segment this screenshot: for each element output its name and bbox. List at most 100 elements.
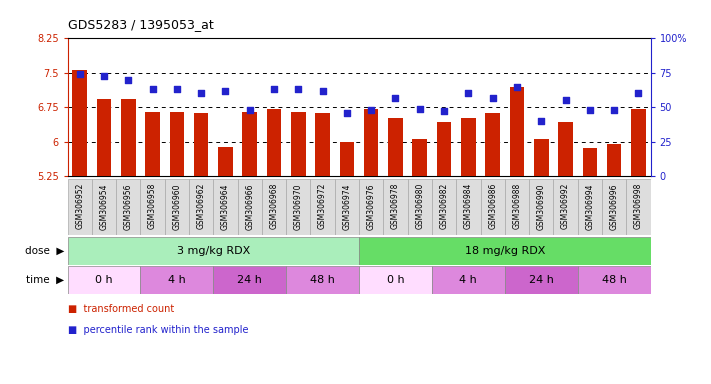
Text: dose  ▶: dose ▶	[25, 246, 64, 256]
Bar	[412, 139, 427, 176]
Bar	[189, 179, 213, 235]
Bar	[359, 237, 651, 265]
Text: 4 h: 4 h	[459, 275, 477, 285]
Bar	[262, 179, 286, 235]
Text: GSM306982: GSM306982	[439, 183, 449, 229]
Bar	[116, 179, 141, 235]
Text: 18 mg/kg RDX: 18 mg/kg RDX	[464, 246, 545, 256]
Point	[633, 90, 644, 96]
Bar	[237, 179, 262, 235]
Text: 48 h: 48 h	[310, 275, 335, 285]
Text: GSM306962: GSM306962	[197, 183, 205, 230]
Bar	[388, 118, 402, 176]
Bar	[432, 179, 456, 235]
Point	[535, 118, 547, 124]
Bar	[407, 179, 432, 235]
Bar	[456, 179, 481, 235]
Point	[609, 107, 620, 113]
Text: GSM306958: GSM306958	[148, 183, 157, 230]
Text: GSM306954: GSM306954	[100, 183, 109, 230]
Point	[74, 71, 85, 77]
Point	[98, 73, 109, 79]
Text: GSM306978: GSM306978	[391, 183, 400, 230]
Bar	[286, 266, 359, 294]
Text: GSM306972: GSM306972	[318, 183, 327, 230]
Point	[220, 88, 231, 94]
Text: GSM306984: GSM306984	[464, 183, 473, 230]
Point	[463, 90, 474, 96]
Text: GSM306980: GSM306980	[415, 183, 424, 230]
Bar	[141, 266, 213, 294]
Bar	[316, 113, 330, 176]
Bar	[510, 86, 524, 176]
Text: GSM306988: GSM306988	[513, 183, 521, 229]
Bar	[121, 99, 136, 176]
Bar	[165, 179, 189, 235]
Bar	[364, 109, 378, 176]
Bar	[359, 266, 432, 294]
Bar	[578, 266, 651, 294]
Text: 3 mg/kg RDX: 3 mg/kg RDX	[176, 246, 250, 256]
Bar	[383, 179, 407, 235]
Text: 4 h: 4 h	[168, 275, 186, 285]
Text: GSM306952: GSM306952	[75, 183, 84, 230]
Bar	[286, 179, 311, 235]
Bar	[170, 112, 184, 176]
Text: time  ▶: time ▶	[26, 275, 64, 285]
Point	[390, 94, 401, 101]
Point	[196, 90, 207, 96]
Bar	[92, 179, 116, 235]
Bar	[481, 179, 505, 235]
Bar	[461, 118, 476, 176]
Text: 0 h: 0 h	[387, 275, 405, 285]
Bar	[505, 179, 529, 235]
Bar	[97, 99, 111, 176]
Bar	[141, 179, 165, 235]
Bar	[213, 266, 286, 294]
Bar	[335, 179, 359, 235]
Text: GSM306986: GSM306986	[488, 183, 497, 230]
Point	[584, 107, 596, 113]
Bar	[340, 142, 354, 176]
Bar	[631, 109, 646, 176]
Text: 48 h: 48 h	[602, 275, 626, 285]
Bar	[68, 179, 92, 235]
Point	[293, 86, 304, 92]
Point	[317, 88, 328, 94]
Text: GDS5283 / 1395053_at: GDS5283 / 1395053_at	[68, 18, 213, 31]
Bar	[607, 144, 621, 176]
Text: GSM306990: GSM306990	[537, 183, 546, 230]
Point	[560, 97, 571, 103]
Text: GSM306964: GSM306964	[221, 183, 230, 230]
Text: GSM306996: GSM306996	[609, 183, 619, 230]
Bar	[505, 266, 578, 294]
Point	[365, 107, 377, 113]
Bar	[534, 139, 549, 176]
Bar	[486, 113, 500, 176]
Text: GSM306968: GSM306968	[269, 183, 279, 230]
Point	[244, 107, 255, 113]
Point	[268, 86, 279, 92]
Bar	[578, 179, 602, 235]
Text: GSM306966: GSM306966	[245, 183, 255, 230]
Bar	[145, 112, 160, 176]
Text: GSM306998: GSM306998	[634, 183, 643, 230]
Text: GSM306976: GSM306976	[367, 183, 375, 230]
Bar	[68, 237, 359, 265]
Bar	[558, 122, 573, 176]
Point	[341, 109, 353, 116]
Point	[511, 83, 523, 89]
Bar	[437, 122, 451, 176]
Text: ■  percentile rank within the sample: ■ percentile rank within the sample	[68, 325, 248, 335]
Bar	[602, 179, 626, 235]
Text: GSM306970: GSM306970	[294, 183, 303, 230]
Text: ■  transformed count: ■ transformed count	[68, 304, 173, 314]
Text: GSM306960: GSM306960	[172, 183, 181, 230]
Bar	[553, 179, 578, 235]
Text: 24 h: 24 h	[529, 275, 554, 285]
Text: GSM306956: GSM306956	[124, 183, 133, 230]
Point	[439, 108, 450, 114]
Bar	[194, 113, 208, 176]
Bar	[626, 179, 651, 235]
Point	[147, 86, 159, 92]
